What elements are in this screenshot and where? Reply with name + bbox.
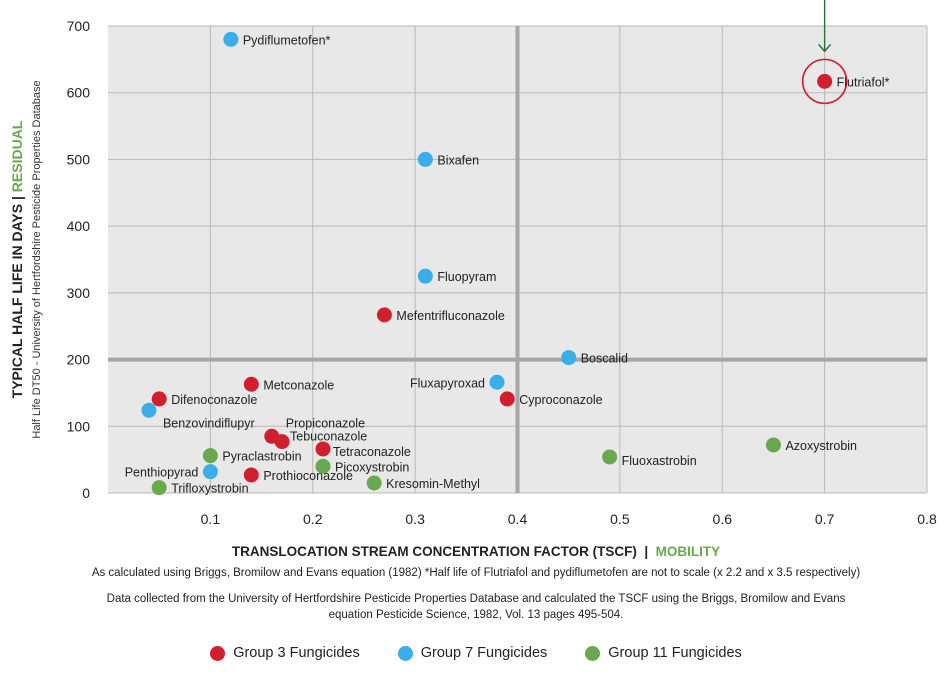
data-point <box>376 307 392 323</box>
data-point-label: Pydiflumetofen* <box>243 33 331 47</box>
y-tick-label: 400 <box>67 218 91 234</box>
data-point-label: Fluxapyroxad <box>410 376 485 390</box>
data-point-label: Kresomin-Methyl <box>386 477 480 491</box>
data-point <box>489 374 505 390</box>
x-tick-label: 0.2 <box>303 511 323 527</box>
y-tick-label: 0 <box>82 485 90 501</box>
data-point-label: Bixafen <box>437 153 479 167</box>
data-point-label: Fluoxastrobin <box>622 454 697 468</box>
footnote-source-line1: Data collected from the University of He… <box>106 593 846 605</box>
x-tick-label: 0.3 <box>405 511 425 527</box>
x-axis-title: TRANSLOCATION STREAM CONCENTRATION FACTO… <box>231 544 721 559</box>
footnote-calculation: As calculated using Briggs, Bromilow and… <box>91 567 861 579</box>
data-point-label: Pyraclastrobin <box>222 450 301 464</box>
legend-dot-icon <box>585 645 601 661</box>
footnote-source-line2: equation Pesticide Science, 1982, Vol. 1… <box>328 609 624 621</box>
data-point <box>602 449 618 465</box>
legend-dot-icon <box>210 645 226 661</box>
y-axis-label: TYPICAL HALF LIFE IN DAYS | <box>9 192 25 398</box>
x-tick-label: 0.5 <box>610 511 630 527</box>
data-point <box>151 480 167 496</box>
data-point-label: Flutriafol* <box>837 75 890 89</box>
data-point-label: Tetraconazole <box>333 445 411 459</box>
data-point <box>141 402 157 418</box>
x-tick-label: 0.4 <box>508 511 528 527</box>
scatter-chart: 0.1 0.2 0.3 0.4 0.5 0.6 0.7 0.8 0 100 200 300 400 500… <box>9 0 937 527</box>
highlight-ring <box>801 58 848 105</box>
data-point-label: Propiconazole <box>286 416 365 430</box>
data-point <box>417 268 433 284</box>
legend-item-group11: Group 11 Fungicides <box>585 645 742 661</box>
data-point <box>243 376 259 392</box>
highlight-arrow-head <box>818 43 832 53</box>
y-tick-label: 600 <box>67 85 91 101</box>
data-point-label: Tebuconazole <box>290 430 367 444</box>
data-point-label: Azoxystrobin <box>785 439 857 453</box>
x-tick-label: 0.6 <box>713 511 733 527</box>
legend-dot-icon <box>397 645 413 661</box>
y-tick-label: 500 <box>67 151 91 167</box>
data-point-label: Penthiopyrad <box>125 466 199 480</box>
data-point <box>223 31 239 47</box>
y-tick-label: 200 <box>67 352 91 368</box>
y-tick-label: 700 <box>67 18 91 34</box>
data-point <box>817 73 833 89</box>
x-axis-label: TRANSLOCATION STREAM CONCENTRATION FACTO… <box>231 544 637 559</box>
data-point <box>243 467 259 483</box>
data-point-label: Fluopyram <box>437 270 496 284</box>
legend-item-group3: Group 3 Fungicides <box>210 645 360 661</box>
legend-item-group7: Group 7 Fungicides <box>397 645 548 661</box>
data-point <box>202 464 218 480</box>
data-point-label: Picoxystrobin <box>335 460 409 474</box>
data-point <box>274 434 290 450</box>
chart-legend: Group 3 Fungicides Group 7 Fungicides Gr… <box>0 645 952 661</box>
y-tick-label: 300 <box>67 285 91 301</box>
y-axis-title: TYPICAL HALF LIFE IN DAYS | RESIDUAL <box>9 120 25 398</box>
data-point-label: Trifloxystrobin <box>171 482 248 496</box>
data-point <box>366 475 382 491</box>
y-tick-label: 100 <box>67 418 91 434</box>
y-axis-subtitle: Half Life DT50 - University of Hertfords… <box>31 80 43 438</box>
data-point-label: Metconazole <box>263 378 334 392</box>
data-point-label: Mefentrifluconazole <box>396 309 504 323</box>
data-point-label: Boscalid <box>581 352 628 366</box>
data-point <box>315 458 331 474</box>
data-point-label: Difenoconazole <box>171 393 257 407</box>
legend-label: Group 7 Fungicides <box>420 645 548 661</box>
data-point-label: Cyproconazole <box>519 393 602 407</box>
x-tick-label: 0.1 <box>201 511 221 527</box>
data-point <box>561 350 577 366</box>
x-tick-label: 0.7 <box>815 511 835 527</box>
data-point <box>499 391 515 407</box>
data-point <box>202 448 218 464</box>
data-point-label: Benzovindiflupyr <box>163 416 255 430</box>
data-point <box>151 391 167 407</box>
data-point <box>315 441 331 457</box>
legend-label: Group 11 Fungicides <box>608 645 742 661</box>
y-axis-label-suffix: RESIDUAL <box>9 120 25 192</box>
legend-label: Group 3 Fungicides <box>233 645 360 661</box>
x-axis-label-suffix: MOBILITY <box>655 544 721 559</box>
data-point-label: Prothioconazole <box>263 469 353 483</box>
data-point <box>765 437 781 453</box>
x-tick-label: 0.8 <box>917 511 937 527</box>
data-point <box>417 151 433 167</box>
footnote-source: Data collected from the University of He… <box>0 591 952 623</box>
